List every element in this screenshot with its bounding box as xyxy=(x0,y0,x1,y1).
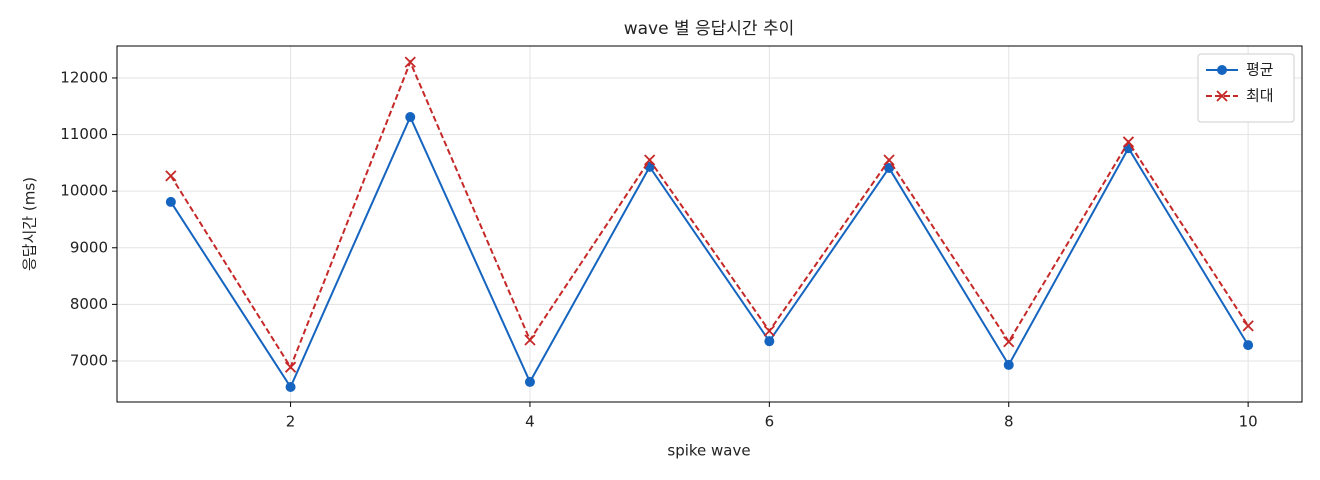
series-line xyxy=(170,59,1249,370)
y-tick-label: 9000 xyxy=(70,238,108,256)
marker xyxy=(405,112,416,123)
marker xyxy=(165,196,176,207)
marker xyxy=(404,56,416,68)
marker xyxy=(1242,320,1254,332)
marker xyxy=(1243,340,1254,351)
marker xyxy=(165,170,177,182)
marker xyxy=(524,376,535,387)
marker xyxy=(285,382,296,393)
x-axis-label: spike wave xyxy=(667,442,750,460)
legend-label: 최대 xyxy=(1246,87,1274,105)
legend-marker xyxy=(1216,90,1228,102)
legend-marker xyxy=(1217,65,1227,75)
x-tick-label: 10 xyxy=(1239,413,1258,431)
marker xyxy=(1003,359,1014,370)
x-tick-label: 6 xyxy=(765,413,775,431)
marker xyxy=(1003,336,1015,348)
marker xyxy=(284,361,297,373)
x-tick-label: 2 xyxy=(286,413,296,431)
marker xyxy=(883,154,895,166)
series-line xyxy=(170,114,1249,390)
marker xyxy=(644,154,656,166)
x-tick-label: 4 xyxy=(525,413,535,431)
y-tick-label: 12000 xyxy=(60,68,108,86)
marker xyxy=(524,334,536,346)
legend-label: 평균 xyxy=(1246,61,1274,79)
marker xyxy=(1122,136,1135,148)
marker xyxy=(764,336,775,347)
chart-title: wave 별 응답시간 추이 xyxy=(624,19,795,39)
y-tick-label: 11000 xyxy=(60,125,108,143)
y-tick-label: 7000 xyxy=(70,351,108,369)
y-tick-label: 8000 xyxy=(70,295,108,313)
plot-frame xyxy=(116,45,1303,403)
y-axis-label: 응답시간 (ms) xyxy=(21,177,39,271)
x-tick-label: 8 xyxy=(1004,413,1014,431)
y-tick-label: 10000 xyxy=(60,182,108,200)
marker xyxy=(763,325,775,337)
